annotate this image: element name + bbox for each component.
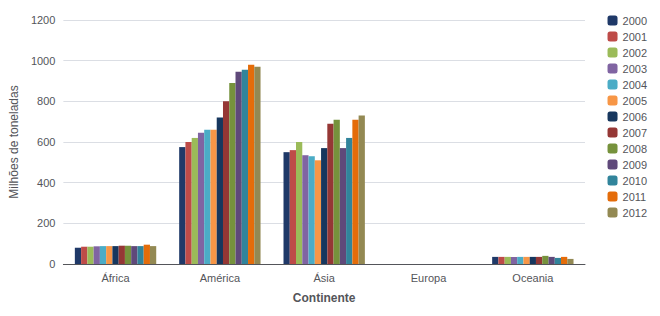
svg-text:Continente: Continente — [293, 291, 356, 305]
svg-text:1200: 1200 — [31, 14, 55, 26]
svg-text:2008: 2008 — [623, 143, 647, 155]
svg-text:Europa: Europa — [411, 272, 447, 284]
svg-text:200: 200 — [37, 217, 55, 229]
svg-text:600: 600 — [37, 136, 55, 148]
svg-text:Milhões de toneladas: Milhões de toneladas — [7, 85, 21, 198]
svg-text:América: América — [200, 272, 241, 284]
svg-text:2011: 2011 — [623, 191, 647, 203]
svg-text:2012: 2012 — [623, 207, 647, 219]
svg-text:2006: 2006 — [623, 111, 647, 123]
svg-text:Ásia: Ásia — [313, 272, 335, 284]
svg-text:2000: 2000 — [623, 15, 647, 27]
svg-text:2005: 2005 — [623, 95, 647, 107]
svg-text:2003: 2003 — [623, 63, 647, 75]
svg-text:2010: 2010 — [623, 175, 647, 187]
svg-text:Oceania: Oceania — [512, 272, 554, 284]
svg-text:0: 0 — [49, 258, 55, 270]
svg-text:400: 400 — [37, 177, 55, 189]
svg-text:2001: 2001 — [623, 31, 647, 43]
svg-text:2002: 2002 — [623, 47, 647, 59]
svg-text:2004: 2004 — [623, 79, 647, 91]
svg-text:2007: 2007 — [623, 127, 647, 139]
svg-text:800: 800 — [37, 95, 55, 107]
svg-text:1000: 1000 — [31, 55, 55, 67]
svg-text:2009: 2009 — [623, 159, 647, 171]
svg-text:África: África — [101, 272, 130, 284]
